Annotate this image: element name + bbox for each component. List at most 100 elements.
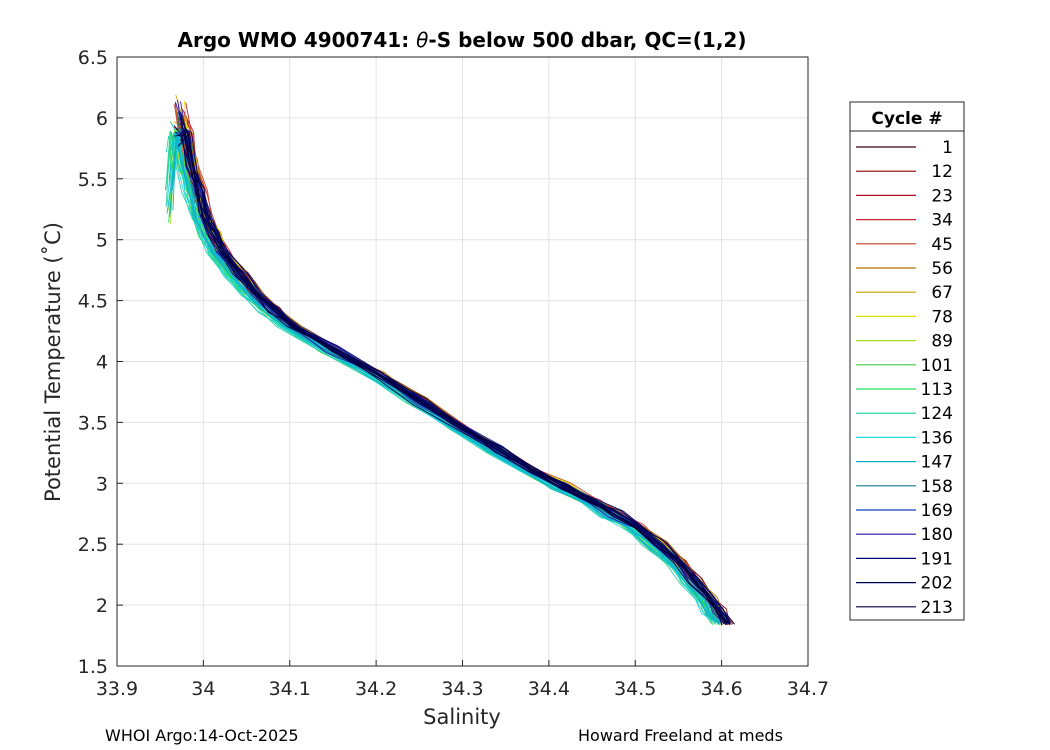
profile-line [174,134,723,626]
profile-line [170,132,716,623]
profile-line [173,126,722,624]
profile-line [173,129,721,625]
x-tick-label: 34.7 [787,678,829,700]
legend-label: 45 [931,235,953,255]
legend-label: 56 [931,259,953,279]
y-tick-label: 5 [96,230,108,252]
profile-line [174,103,723,624]
profile-line [165,130,716,625]
legend-label: 147 [921,453,953,473]
legend-label: 191 [921,549,953,569]
x-tick-label: 34.4 [528,678,570,700]
profile-line [175,127,727,623]
profile-line [166,132,721,625]
grid [117,57,808,666]
profile-line [179,128,730,623]
legend-label: 113 [921,380,953,400]
profile-line [175,94,724,623]
profile-line [181,131,729,624]
x-tick-label: 33.9 [96,678,138,700]
profile-line [184,114,730,626]
legend-label: 23 [931,186,953,206]
x-tick-label: 34.6 [700,678,742,700]
profile-line [186,129,735,625]
profile-line [171,132,717,623]
legend-label: 12 [931,162,953,182]
y-tick-label: 1.5 [78,656,108,678]
x-tick-label: 34 [191,678,215,700]
profile-line [168,134,723,624]
x-axis-ticks: 33.9 34 34.1 34.2 34.3 34.4 34.5 34.6 34.7 [96,660,829,700]
profile-line [179,130,725,624]
profile-line [169,130,719,624]
profile-line [170,122,719,625]
profile-line [169,135,717,626]
profile-line [176,128,729,626]
x-tick-label: 34.2 [355,678,397,700]
legend-label: 180 [921,525,953,545]
y-tick-label: 3 [96,473,108,495]
profile-line [173,133,726,624]
profile-line [165,135,716,624]
profile-line [174,131,727,625]
footer-right: Howard Freeland at meds [578,726,783,745]
y-axis-label: Potential Temperature (˚C) [41,222,65,502]
profile-line [168,133,720,625]
footer-left: WHOI Argo:14-Oct-2025 [105,726,299,745]
profile-line [179,134,730,624]
profile-line [177,133,728,624]
x-tick-label: 34.1 [269,678,311,700]
profile-line [168,131,720,624]
profile-line [166,133,715,623]
legend-label: 34 [931,211,953,231]
y-tick-label: 4 [96,352,108,374]
profile-line [168,129,720,626]
profile-line [169,135,721,625]
legend-label: 202 [921,574,953,594]
profile-line [173,125,725,625]
profile-line [170,121,721,623]
y-tick-label: 5.5 [78,169,108,191]
profile-line [165,131,713,625]
legend-title: Cycle # [871,109,942,129]
legend-label: 101 [921,356,953,376]
profile-line [178,131,726,624]
profile-line [170,129,720,625]
profile-line [179,116,728,623]
legend-label: 124 [921,404,953,424]
legend: Cycle # 1 12 23 34 45 56 67 78 89 101 113 124 136 147… [849,101,965,621]
legend-label: 67 [931,283,953,303]
y-tick-label: 2.5 [78,534,108,556]
y-axis-ticks: 1.5 2 2.5 3 3.5 4 4.5 5 5.5 6 6.5 [78,47,123,678]
profile-line [176,130,723,626]
y-tick-label: 2 [96,595,108,617]
x-tick-label: 34.5 [614,678,656,700]
profile-line [177,121,727,625]
profile-line [173,121,726,625]
profile-line [170,133,720,624]
profile-line [178,110,726,622]
y-tick-label: 3.5 [78,412,108,434]
profile-line [182,130,728,625]
y-tick-label: 6.5 [78,47,108,69]
profile-line [178,133,729,624]
legend-label: 78 [931,307,953,327]
legend-label: 89 [931,332,953,352]
x-axis-label: Salinity [423,705,501,729]
profile-lines [164,94,735,626]
profile-line [179,132,731,625]
legend-entries: 1 12 23 34 45 56 67 78 89 101 113 124 136 147 158 169 18… [856,138,953,618]
profile-line [174,108,724,624]
profile-line [178,128,726,625]
x-tick-label: 34.3 [441,678,483,700]
profile-line [164,135,714,625]
profile-line [178,134,727,623]
profile-line [178,130,727,626]
y-tick-label: 6 [96,108,108,130]
legend-label: 169 [921,501,953,521]
profile-line [168,134,721,626]
profile-line [177,111,725,624]
profile-line [174,132,723,626]
profile-line [171,136,721,623]
